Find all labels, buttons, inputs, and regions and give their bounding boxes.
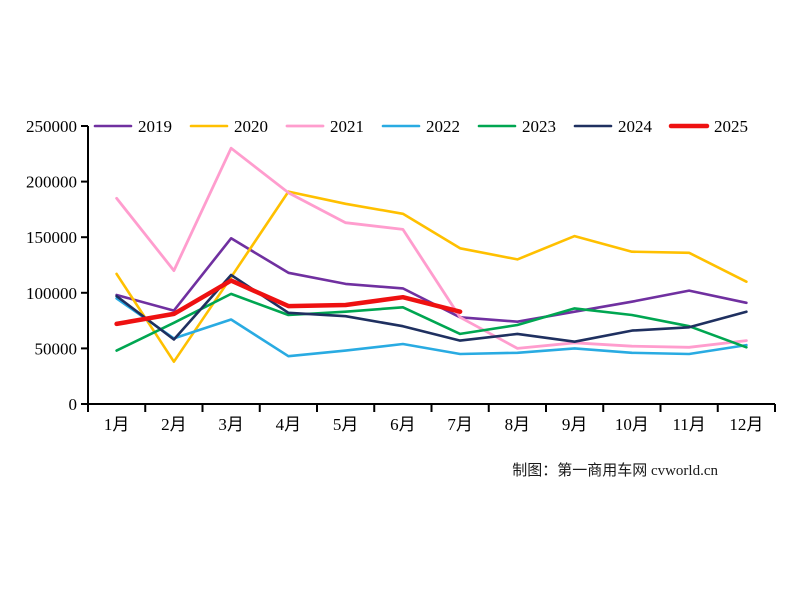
y-axis-tick-label: 50000 <box>35 339 78 358</box>
y-axis-tick-label: 100000 <box>26 284 77 303</box>
x-axis-month-label: 5月 <box>333 415 359 434</box>
legend-item-2022: 2022 <box>381 117 460 136</box>
x-axis: 1月 2月 3月 4月 5月 6月 7月 8月 9月 10月 11月 12月 <box>87 403 776 434</box>
x-axis-month-label: 11月 <box>672 415 705 434</box>
legend-item-2024: 2024 <box>573 117 653 136</box>
x-axis-month-label: 3月 <box>218 415 244 434</box>
x-axis-month-label: 12月 <box>729 415 763 434</box>
x-axis-month-label: 4月 <box>276 415 302 434</box>
legend-label-2020: 2020 <box>234 117 268 136</box>
series-line-2022 <box>115 297 748 358</box>
legend-label-2021: 2021 <box>330 117 364 136</box>
x-axis-month-label: 8月 <box>505 415 531 434</box>
legend-label-2025: 2025 <box>714 117 748 136</box>
y-axis-tick-label: 150000 <box>26 228 77 247</box>
legend-label-2023: 2023 <box>522 117 556 136</box>
x-axis-month-label: 1月 <box>104 415 130 434</box>
y-axis-tick-label: 0 <box>69 395 78 414</box>
series-line-2020 <box>115 190 748 364</box>
series-line-2025 <box>114 278 463 327</box>
chart-legend: 2019 2020 2021 2022 2023 2024 2025 <box>93 117 748 136</box>
legend-item-2025: 2025 <box>668 117 748 136</box>
legend-label-2024: 2024 <box>618 117 653 136</box>
legend-item-2021: 2021 <box>285 117 364 136</box>
legend-item-2020: 2020 <box>189 117 268 136</box>
legend-label-2019: 2019 <box>138 117 172 136</box>
series-lines <box>114 146 748 364</box>
x-axis-month-label: 7月 <box>447 415 473 434</box>
y-axis-tick-label: 250000 <box>26 117 77 136</box>
chart-caption: 制图：第一商用车网 cvworld.cn <box>512 461 718 479</box>
legend-label-2022: 2022 <box>426 117 460 136</box>
y-axis: 0 50000 100000 150000 200000 250000 <box>26 117 89 414</box>
x-axis-month-label: 9月 <box>562 415 588 434</box>
x-axis-month-label: 6月 <box>390 415 416 434</box>
x-axis-month-label: 10月 <box>615 415 649 434</box>
series-line-2021 <box>115 146 748 350</box>
series-line-2023 <box>115 292 748 352</box>
legend-item-2023: 2023 <box>477 117 556 136</box>
x-axis-month-label: 2月 <box>161 415 187 434</box>
legend-item-2019: 2019 <box>93 117 172 136</box>
y-axis-tick-label: 200000 <box>26 173 77 192</box>
